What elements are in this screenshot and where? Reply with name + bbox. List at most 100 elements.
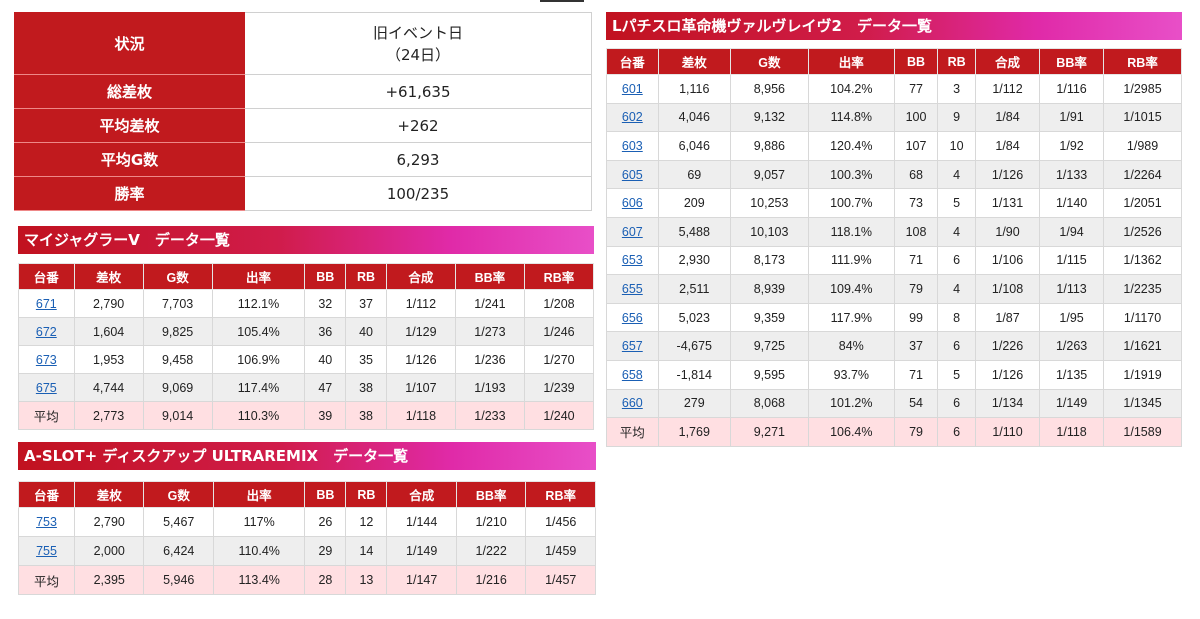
machine-number-link[interactable]: 655	[621, 281, 643, 296]
machine-number-link[interactable]: 603	[621, 138, 643, 153]
table-cell: 660	[606, 388, 659, 419]
table-cell: 68	[893, 159, 939, 190]
column-header: RB率	[525, 481, 596, 508]
table-cell: 1/2264	[1103, 159, 1182, 190]
table-cell: 112.1%	[211, 289, 306, 318]
summary-value: 6,293	[244, 142, 592, 177]
table-cell: 120.4%	[807, 131, 895, 161]
table-cell: 1/1919	[1103, 359, 1182, 390]
table-cell: 77	[893, 74, 939, 104]
machine-number-link[interactable]: 675	[35, 380, 57, 395]
table-cell: 4,744	[73, 373, 144, 402]
table-cell: 2,395	[73, 565, 145, 595]
machine-number-link[interactable]: 607	[621, 224, 643, 239]
machine-number-link[interactable]: 653	[621, 253, 643, 268]
table-cell: 655	[606, 274, 659, 304]
table-cell: 6	[937, 388, 977, 419]
machine-number-link[interactable]: 755	[36, 544, 57, 558]
machine-number-link[interactable]: 602	[621, 110, 643, 125]
table-cell: 753	[18, 507, 75, 537]
column-header: RB	[345, 481, 388, 508]
table-cell: 1/208	[523, 289, 595, 318]
table-cell: 39	[304, 401, 347, 430]
machine-number-link[interactable]: 657	[621, 339, 643, 354]
table-cell: 73	[893, 188, 939, 218]
section-heading-myjuggler: マイジャグラーV データ一覧	[18, 226, 594, 254]
table-cell: 37	[345, 289, 387, 318]
table-cell: 9,725	[729, 331, 809, 361]
table-cell: 1,953	[73, 345, 144, 374]
column-header: BB	[893, 48, 939, 75]
column-header: BB	[304, 263, 347, 290]
table-cell: 9,069	[142, 373, 213, 402]
header-row: 台番 差枚 G数 出率 BB RB 合成 BB率 RB率	[18, 263, 595, 290]
table-cell: 107	[893, 131, 939, 161]
machine-number-link[interactable]: 656	[621, 310, 643, 325]
table-cell: 1/149	[1039, 388, 1105, 419]
table-row: 653 2,930 8,173 111.9% 71 6 1/106 1/115 1/1362	[606, 245, 1182, 276]
machine-number-link[interactable]: 672	[35, 324, 57, 339]
table-cell: 1/241	[454, 289, 525, 318]
table-cell: 603	[606, 131, 659, 161]
table-cell: 9,886	[729, 131, 809, 161]
table-cell: 106.9%	[211, 345, 306, 374]
table-cell: 40	[345, 317, 387, 346]
column-header: 合成	[975, 48, 1041, 75]
table-cell: 1/456	[525, 507, 596, 537]
table-cell: 1/222	[455, 536, 527, 566]
table-cell: 3	[937, 74, 977, 104]
table-cell: 4	[937, 274, 977, 304]
machine-number-link[interactable]: 660	[621, 396, 643, 411]
table-cell: 9,359	[729, 302, 809, 333]
summary-label: 状況	[14, 12, 245, 75]
table-cell: 1/226	[975, 331, 1041, 361]
table-cell: 1/126	[385, 345, 456, 374]
table-cell: 100.3%	[807, 159, 895, 190]
section-heading-discup: A-SLOT+ ディスクアップ ULTRAREMIX データ一覧	[18, 442, 596, 470]
average-row: 平均 1,769 9,271 106.4% 79 6 1/110 1/118 1/1589	[606, 417, 1182, 447]
table-cell: 4,046	[657, 102, 731, 133]
table-cell: 1/126	[975, 159, 1041, 190]
summary-value: +61,635	[244, 74, 592, 109]
table-cell: 6,424	[143, 536, 214, 566]
machine-number-link[interactable]: 673	[35, 352, 57, 367]
table-row: 660 279 8,068 101.2% 54 6 1/134 1/149 1/1345	[606, 388, 1182, 419]
table-cell: 6	[937, 245, 977, 276]
table-cell: 5,946	[143, 565, 214, 595]
column-header: RB	[345, 263, 387, 290]
table-cell: 7,703	[142, 289, 213, 318]
machine-number-link[interactable]: 606	[621, 196, 643, 211]
table-cell: 1/110	[975, 417, 1041, 447]
table-cell: 1/273	[454, 317, 525, 346]
table-row: 602 4,046 9,132 114.8% 100 9 1/84 1/91 1/1015	[606, 102, 1182, 133]
table-cell: 1/116	[1039, 74, 1105, 104]
table-cell: 118.1%	[807, 216, 895, 247]
table-cell: 1/236	[454, 345, 525, 374]
table-row: 671 2,790 7,703 112.1% 32 37 1/112 1/241 1/208	[18, 289, 595, 318]
column-header: G数	[142, 263, 213, 290]
machine-number-link[interactable]: 753	[36, 515, 57, 529]
table-cell: 106.4%	[807, 417, 895, 447]
table-cell: 10,253	[729, 188, 809, 218]
table-cell: 38	[345, 373, 387, 402]
table-cell: 1/270	[523, 345, 595, 374]
machine-number-link[interactable]: 605	[621, 167, 643, 182]
column-header: BB	[304, 481, 347, 508]
table-cell: 1/84	[975, 102, 1041, 133]
machine-number-link[interactable]: 671	[35, 296, 57, 311]
table-cell: 114.8%	[807, 102, 895, 133]
machine-number-link[interactable]: 658	[621, 367, 643, 382]
table-cell: 1/149	[386, 536, 457, 566]
table-row: 672 1,604 9,825 105.4% 36 40 1/129 1/273 1/246	[18, 317, 595, 346]
table-cell: 1/1015	[1103, 102, 1182, 133]
machine-number-link[interactable]: 601	[621, 81, 643, 96]
table-cell: 5,488	[657, 216, 731, 247]
table-cell: 1/239	[523, 373, 595, 402]
table-cell: 6	[937, 331, 977, 361]
column-header: 差枚	[73, 263, 144, 290]
table-cell: 4	[937, 216, 977, 247]
table-cell: 1/246	[523, 317, 595, 346]
table-cell: 35	[345, 345, 387, 374]
table-cell: 1/112	[975, 74, 1041, 104]
table-cell: 1/133	[1039, 159, 1105, 190]
